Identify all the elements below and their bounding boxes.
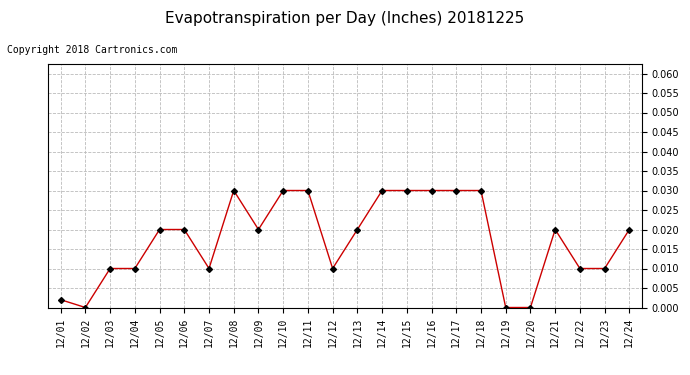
Text: Copyright 2018 Cartronics.com: Copyright 2018 Cartronics.com: [7, 45, 177, 55]
Text: Evapotranspiration per Day (Inches) 20181225: Evapotranspiration per Day (Inches) 2018…: [166, 11, 524, 26]
Text: ET  (Inches): ET (Inches): [553, 42, 634, 52]
